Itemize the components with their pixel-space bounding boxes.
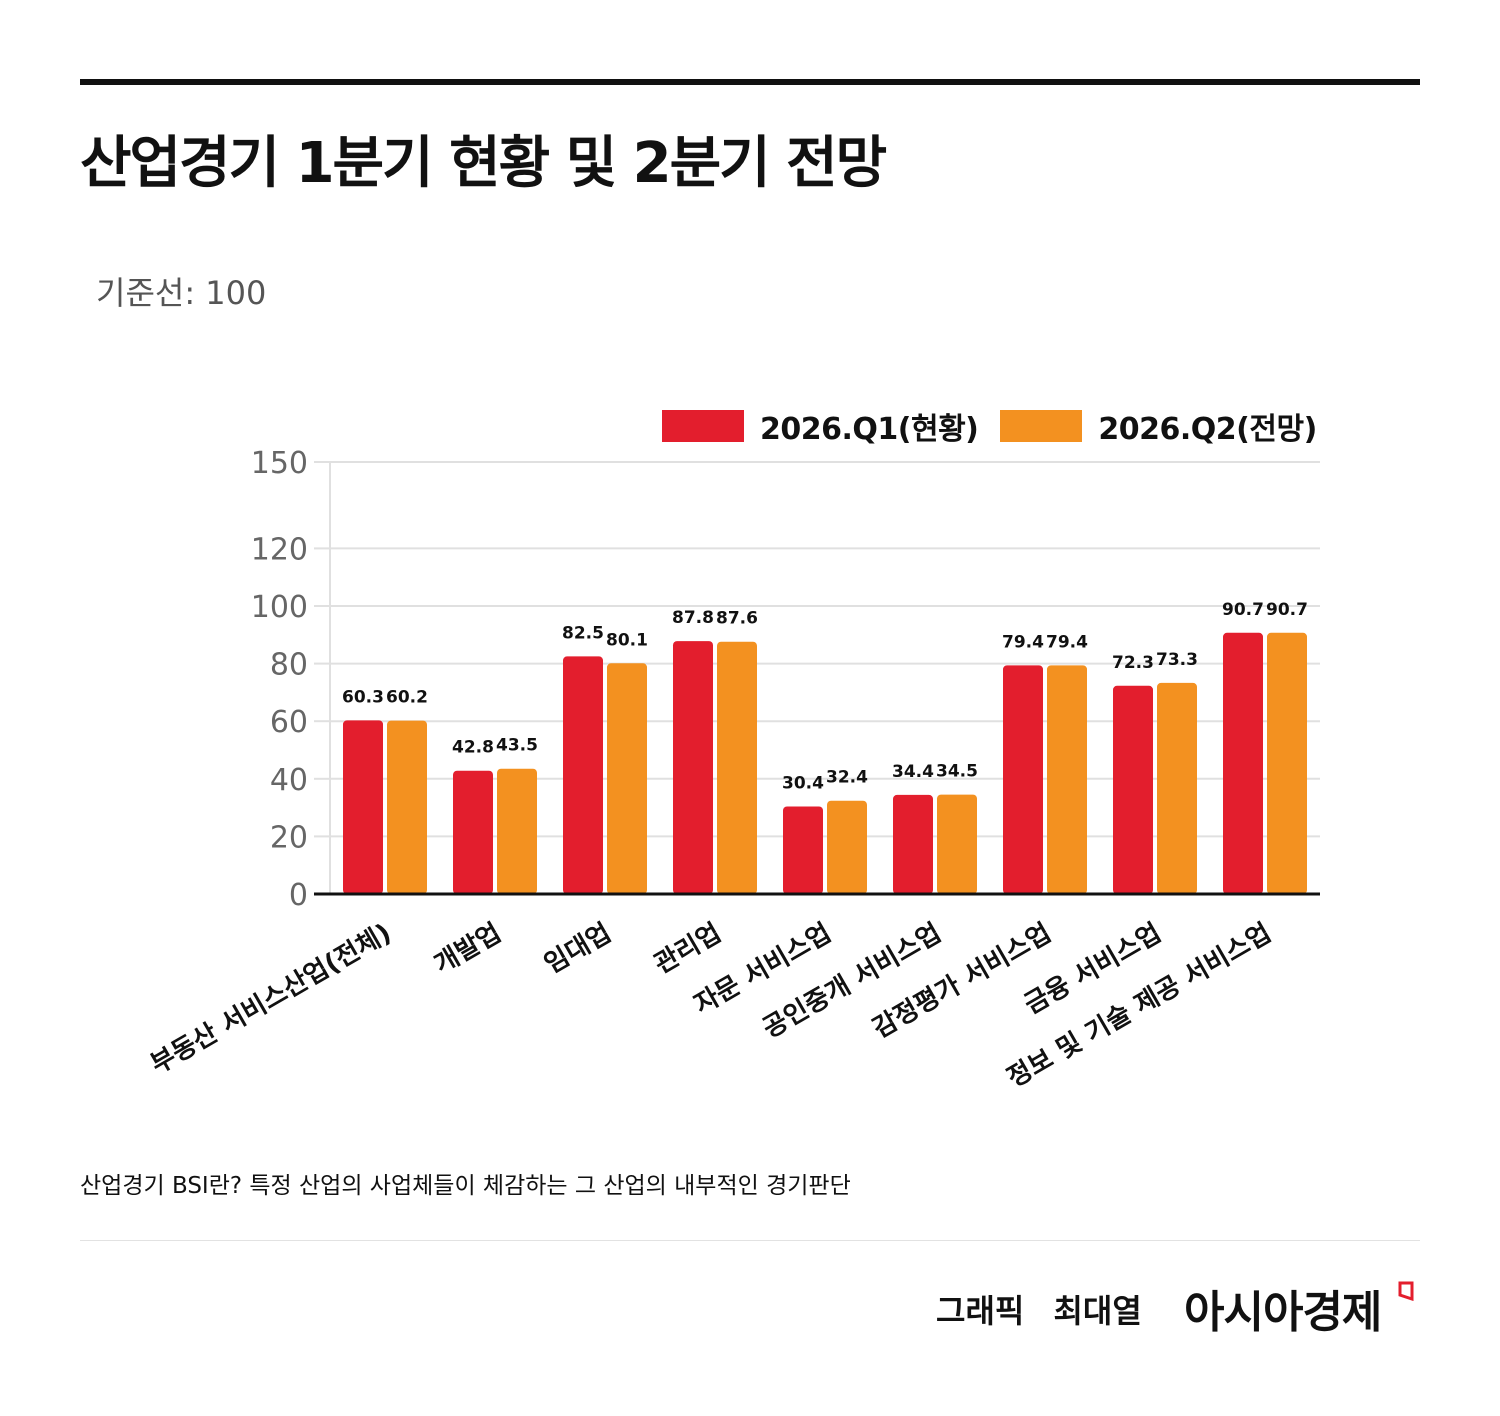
data-label: 60.2 (386, 688, 428, 708)
credit-role: 그래픽 (936, 1292, 1025, 1330)
x-tick-label: 관리업 (649, 918, 726, 980)
legend-swatch-q2 (1000, 410, 1083, 442)
data-label: 79.4 (1046, 632, 1088, 652)
bar (1047, 665, 1087, 894)
baseline-note: 기준선: 100 (96, 274, 267, 312)
x-tick-label: 임대업 (539, 918, 616, 980)
bar (343, 720, 383, 894)
y-tick-label: 60 (270, 705, 308, 740)
brand-mark-icon (1398, 1281, 1414, 1301)
bar (607, 663, 647, 894)
bar-chart: 0 20 40 60 80 100 120 150 60.3 60.2 부동산 서비스산업(전체) 4… (146, 446, 1320, 1094)
credit-name: 최대열 (1053, 1292, 1142, 1330)
legend-swatch-q1 (662, 410, 744, 442)
data-label: 30.4 (782, 773, 824, 793)
bar (1157, 682, 1197, 894)
data-label: 87.6 (716, 609, 758, 629)
data-label: 87.8 (672, 608, 714, 628)
x-tick-label: 감정평가 서비스업 (868, 918, 1057, 1044)
bar (1003, 665, 1043, 894)
x-tick-label: 부동산 서비스산업(전체) (146, 918, 397, 1080)
data-label: 60.3 (342, 687, 384, 707)
legend-label-q1: 2026.Q1(현황) (760, 412, 979, 447)
y-tick-label: 150 (251, 446, 308, 481)
y-tick-label: 0 (289, 878, 308, 913)
data-label: 73.3 (1156, 650, 1198, 670)
y-tick-label: 100 (251, 590, 308, 625)
bar (1223, 632, 1263, 894)
data-label: 34.4 (892, 762, 934, 782)
data-label: 80.1 (606, 630, 648, 650)
bar (1267, 632, 1307, 894)
legend-item-q1: 2026.Q1(현황) (662, 404, 979, 448)
data-label: 90.7 (1222, 600, 1264, 620)
data-label: 32.4 (826, 768, 868, 788)
bar (497, 768, 537, 894)
bar (937, 794, 977, 894)
bar (387, 720, 427, 894)
bar (827, 800, 867, 894)
y-tick-label: 40 (270, 763, 308, 798)
bottom-rule (80, 1240, 1420, 1241)
bar (563, 656, 603, 894)
x-tick-label: 공인중개 서비스업 (758, 918, 947, 1044)
data-label: 90.7 (1266, 600, 1308, 620)
legend: 2026.Q1(현황) 2026.Q2(전망) (662, 404, 1339, 448)
data-label: 82.5 (562, 623, 604, 643)
top-rule (80, 79, 1420, 85)
bar (717, 641, 757, 894)
bar (893, 794, 933, 894)
bar (673, 641, 713, 894)
brand-logo: 아시아경제 (1184, 1287, 1382, 1338)
y-tick-label: 80 (270, 648, 308, 683)
y-tick-label: 20 (270, 820, 308, 855)
bar (453, 770, 493, 894)
data-label: 42.8 (452, 738, 494, 758)
footnote: 산업경기 BSI란? 특정 산업의 사업체들이 체감하는 그 산업의 내부적인 … (80, 1173, 851, 1199)
data-label: 43.5 (496, 736, 538, 756)
data-label: 72.3 (1112, 653, 1154, 673)
data-label: 79.4 (1002, 632, 1044, 652)
credit: 그래픽 최대열 (936, 1286, 1142, 1332)
bar (783, 806, 823, 894)
data-label: 34.5 (936, 762, 978, 782)
x-tick-label: 개발업 (429, 918, 506, 980)
y-tick-label: 120 (251, 532, 308, 567)
legend-label-q2: 2026.Q2(전망) (1098, 412, 1317, 447)
chart-title: 산업경기 1분기 현황 및 2분기 전망 (80, 131, 887, 196)
legend-item-q2: 2026.Q2(전망) (1000, 404, 1317, 448)
bar (1113, 685, 1153, 894)
